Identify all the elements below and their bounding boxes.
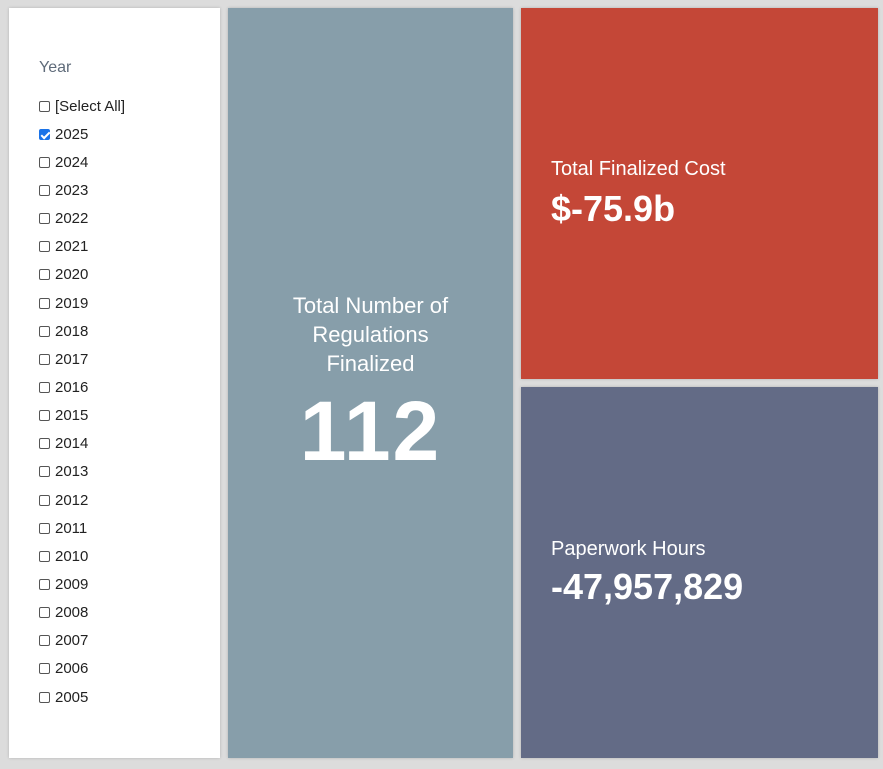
paperwork-hours-kpi-value: -47,957,829 bbox=[551, 566, 744, 607]
year-checkbox-list: [Select All] 2025 2024 2023 2022 2021 2020 2019… bbox=[39, 92, 125, 711]
checkbox-unchecked[interactable] bbox=[39, 635, 50, 647]
year-option-2009[interactable]: 2009 bbox=[39, 570, 125, 598]
year-option-label: 2019 bbox=[55, 294, 89, 312]
checkbox-unchecked[interactable] bbox=[39, 691, 50, 703]
year-option-label: 2009 bbox=[55, 575, 89, 593]
year-option-2019[interactable]: 2019 bbox=[39, 289, 125, 317]
checkbox-unchecked[interactable] bbox=[39, 466, 50, 478]
year-filter-title: Year bbox=[39, 59, 72, 76]
year-option-label: 2013 bbox=[55, 463, 89, 481]
year-option-2022[interactable]: 2022 bbox=[39, 205, 125, 233]
year-option-2020[interactable]: 2020 bbox=[39, 261, 125, 289]
year-option-label: 2014 bbox=[55, 435, 89, 453]
year-option-2007[interactable]: 2007 bbox=[39, 627, 125, 655]
checkbox-unchecked[interactable] bbox=[39, 578, 50, 590]
year-option-label: 2011 bbox=[55, 519, 88, 537]
year-option-label: 2025 bbox=[55, 125, 89, 143]
year-option-2017[interactable]: 2017 bbox=[39, 345, 125, 373]
checkbox-unchecked[interactable] bbox=[39, 184, 50, 196]
checkbox-unchecked[interactable] bbox=[39, 269, 50, 281]
checkbox-unchecked[interactable] bbox=[39, 100, 50, 112]
checkbox-unchecked[interactable] bbox=[39, 156, 50, 168]
cost-kpi-value: $-75.9b bbox=[551, 188, 676, 229]
year-option-2018[interactable]: 2018 bbox=[39, 317, 125, 345]
year-option-2012[interactable]: 2012 bbox=[39, 486, 125, 514]
checkbox-unchecked[interactable] bbox=[39, 381, 50, 393]
year-option-select-all[interactable]: [Select All] bbox=[39, 92, 125, 120]
checkbox-unchecked[interactable] bbox=[39, 522, 50, 534]
checkbox-unchecked[interactable] bbox=[39, 297, 50, 309]
regulations-kpi-value: 112 bbox=[299, 384, 442, 478]
regulations-kpi-card: Total Number of Regulations Finalized 11… bbox=[228, 8, 513, 758]
year-option-label: 2006 bbox=[55, 660, 89, 678]
year-option-2005[interactable]: 2005 bbox=[39, 683, 125, 711]
year-option-label: 2023 bbox=[55, 181, 89, 199]
year-option-label: 2022 bbox=[55, 210, 89, 228]
year-option-2015[interactable]: 2015 bbox=[39, 402, 125, 430]
year-option-label: 2010 bbox=[55, 547, 89, 565]
year-option-label: 2015 bbox=[55, 407, 89, 425]
checkbox-unchecked[interactable] bbox=[39, 410, 50, 422]
year-option-label: 2024 bbox=[55, 153, 89, 171]
year-option-label: [Select All] bbox=[55, 97, 126, 115]
checkbox-unchecked[interactable] bbox=[39, 241, 50, 253]
year-option-2011[interactable]: 2011 bbox=[39, 514, 125, 542]
cost-kpi-card: Total Finalized Cost $-75.9b bbox=[521, 8, 878, 379]
year-option-label: 2016 bbox=[55, 378, 89, 396]
cost-kpi-label: Total Finalized Cost bbox=[551, 158, 726, 180]
paperwork-hours-kpi-card: Paperwork Hours -47,957,829 bbox=[521, 387, 878, 758]
year-option-2006[interactable]: 2006 bbox=[39, 655, 125, 683]
checkbox-unchecked[interactable] bbox=[39, 325, 50, 337]
year-option-2010[interactable]: 2010 bbox=[39, 542, 125, 570]
year-option-2014[interactable]: 2014 bbox=[39, 430, 125, 458]
year-option-2013[interactable]: 2013 bbox=[39, 458, 125, 486]
year-option-label: 2021 bbox=[55, 238, 89, 256]
year-option-2025[interactable]: 2025 bbox=[39, 120, 125, 148]
year-option-label: 2008 bbox=[55, 604, 89, 622]
year-option-label: 2017 bbox=[55, 350, 89, 368]
year-option-2024[interactable]: 2024 bbox=[39, 148, 125, 176]
year-filter-panel: Year [Select All] 2025 2024 2023 2022 2021 202… bbox=[9, 8, 220, 758]
checkbox-checked[interactable] bbox=[39, 128, 50, 140]
year-option-label: 2012 bbox=[55, 491, 89, 509]
checkbox-unchecked[interactable] bbox=[39, 213, 50, 225]
paperwork-hours-kpi-label: Paperwork Hours bbox=[551, 538, 706, 560]
checkbox-unchecked[interactable] bbox=[39, 607, 50, 619]
year-option-2023[interactable]: 2023 bbox=[39, 176, 125, 204]
checkbox-unchecked[interactable] bbox=[39, 353, 50, 365]
year-option-2008[interactable]: 2008 bbox=[39, 599, 125, 627]
checkbox-unchecked[interactable] bbox=[39, 494, 50, 506]
checkbox-unchecked[interactable] bbox=[39, 550, 50, 562]
year-option-2021[interactable]: 2021 bbox=[39, 233, 125, 261]
checkbox-unchecked[interactable] bbox=[39, 438, 50, 450]
year-option-label: 2007 bbox=[55, 632, 89, 650]
regulations-kpi-label: Total Number of Regulations Finalized bbox=[292, 293, 449, 376]
year-option-label: 2018 bbox=[55, 322, 89, 340]
year-option-label: 2005 bbox=[55, 688, 89, 706]
year-option-label: 2020 bbox=[55, 266, 89, 284]
checkbox-unchecked[interactable] bbox=[39, 663, 50, 675]
year-option-2016[interactable]: 2016 bbox=[39, 373, 125, 401]
